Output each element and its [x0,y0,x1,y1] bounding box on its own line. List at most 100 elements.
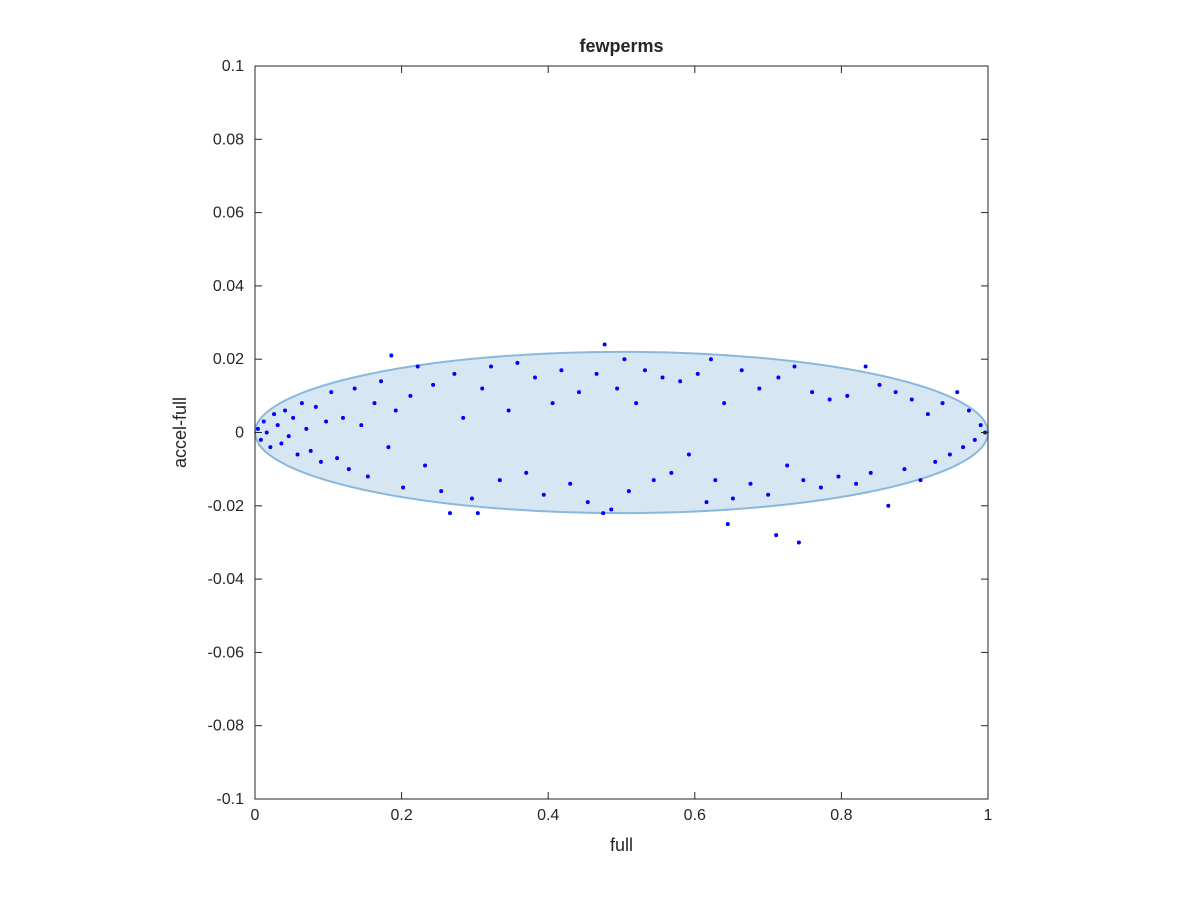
data-point [352,386,357,391]
data-point [730,496,735,501]
data-point [626,489,631,494]
data-point [792,364,797,369]
data-point [264,430,269,435]
x-tick-label: 0.6 [684,807,706,824]
data-point [261,419,266,424]
data-point [313,404,318,409]
data-point [585,500,590,505]
data-point [722,401,727,406]
data-point [940,401,945,406]
data-point [318,459,323,464]
data-point [893,390,898,395]
data-point [902,467,907,472]
data-point [634,401,639,406]
data-point [469,496,474,501]
x-tick-label: 0.2 [390,807,412,824]
data-point [868,470,873,475]
data-point [818,485,823,490]
data-point [801,478,806,483]
data-point [918,478,923,483]
y-tick-label: 0 [235,425,244,442]
data-point [725,522,730,527]
data-point [854,481,859,486]
data-point [439,489,444,494]
data-point [669,470,674,475]
data-point [359,423,364,428]
data-point [452,371,457,376]
data-point [475,511,480,516]
data-point [291,415,296,420]
y-tick-label: -0.06 [208,644,245,661]
y-tick-label: -0.1 [216,791,244,808]
y-tick-label: -0.04 [208,571,245,588]
data-point [340,415,345,420]
data-point [863,364,868,369]
data-point [615,386,620,391]
data-point [695,371,700,376]
data-point [966,408,971,413]
data-point [324,419,329,424]
y-tick-label: 0.02 [213,351,244,368]
data-point [660,375,665,380]
data-point [279,441,284,446]
data-point [602,342,607,347]
data-point [622,357,627,362]
data-point [774,533,779,538]
data-point [335,456,340,461]
data-point [925,412,930,417]
x-axis-label: full [610,835,633,855]
data-point [393,408,398,413]
data-point [524,470,529,475]
data-point [713,478,718,483]
data-point [401,485,406,490]
data-point [576,390,581,395]
data-point [304,426,309,431]
data-point [295,452,300,457]
chart-title: fewperms [579,36,663,56]
data-point [559,368,564,373]
y-tick-label: 0.08 [213,131,244,148]
data-point [515,360,520,365]
data-point [972,437,977,442]
data-point [568,481,573,486]
data-point [708,357,713,362]
y-tick-label: -0.02 [208,498,245,515]
data-point [686,452,691,457]
data-point [739,368,744,373]
data-point [776,375,781,380]
data-point [415,364,420,369]
data-point [255,426,260,431]
data-point [408,393,413,398]
data-point [704,500,709,505]
data-point [757,386,762,391]
confidence-ellipse [254,350,989,515]
data-point [506,408,511,413]
data-point [480,386,485,391]
data-point [642,368,647,373]
data-point [877,382,882,387]
data-point [431,382,436,387]
x-tick-label: 0.4 [537,807,559,824]
data-point [550,401,555,406]
data-point [785,463,790,468]
data-point [594,371,599,376]
data-point [461,415,466,420]
y-tick-label: 0.06 [213,205,244,222]
x-axis-ticks: 0 0.2 0.4 0.6 0.8 1 [251,66,993,824]
data-point [365,474,370,479]
data-point [601,511,606,516]
data-point [386,445,391,450]
data-point [447,511,452,516]
x-tick-label: 0 [251,807,260,824]
data-point [678,379,683,384]
data-point [299,401,304,406]
data-point [961,445,966,450]
y-axis-ticks: -0.1 -0.08 -0.06 -0.04 -0.02 0 0.02 0.04 0.06 0.0… [208,58,988,808]
data-point [827,397,832,402]
y-tick-label: 0.1 [222,58,244,75]
data-point [947,452,952,457]
data-point [909,397,914,402]
data-point [346,467,351,472]
data-point [283,408,288,413]
